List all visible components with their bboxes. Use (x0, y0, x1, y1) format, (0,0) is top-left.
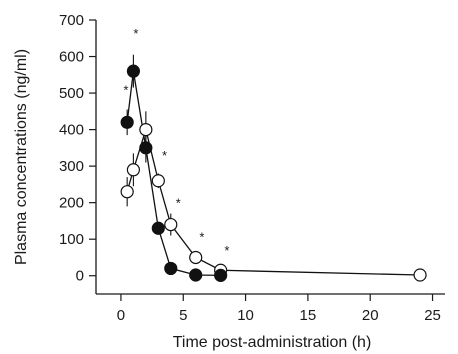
significance-asterisk: * (176, 196, 181, 211)
x-tick-label: 20 (362, 307, 379, 324)
x-axis-title: Time post-administration (h) (173, 334, 372, 351)
y-axis-title: Plasma concentrations (ng/ml) (13, 49, 30, 265)
significance-asterisk: * (133, 26, 138, 41)
error-bars (126, 54, 222, 276)
y-tick-label: 0 (76, 268, 84, 285)
filled-point (164, 261, 178, 276)
significance-asterisk: * (123, 82, 128, 97)
open-point (164, 217, 178, 232)
filled-point (120, 115, 134, 129)
x-tick-label: 15 (300, 307, 317, 324)
significance-asterisk: * (199, 229, 204, 244)
axes (95, 20, 445, 295)
significance-marks: * * * * * * (123, 26, 229, 258)
filled-point (139, 141, 153, 155)
series-line-0 (126, 71, 221, 277)
x-tick-label: 0 (117, 307, 125, 324)
significance-asterisk: * (224, 243, 229, 258)
filled-point (214, 268, 228, 282)
ticks: 0 100 200 300 400 500 600 700 0 5 10 15 20 25 (59, 12, 441, 324)
filled-point (151, 221, 165, 235)
y-tick-label: 600 (59, 49, 84, 66)
open-point (139, 123, 153, 137)
filled-point (126, 64, 140, 78)
significance-asterisk: * (162, 148, 167, 163)
y-tick-label: 100 (59, 231, 84, 248)
open-point (151, 174, 165, 188)
y-tick-label: 500 (59, 85, 84, 102)
y-tick-label: 300 (59, 158, 84, 175)
data-points (120, 64, 427, 282)
x-tick-label: 25 (424, 307, 441, 324)
filled-point (189, 268, 203, 282)
x-tick-label: 5 (179, 307, 187, 324)
x-tick-label: 10 (237, 307, 254, 324)
y-tick-label: 200 (59, 195, 84, 212)
open-point (126, 163, 140, 177)
series-lines (126, 71, 421, 277)
open-point (120, 185, 134, 199)
y-tick-label: 700 (59, 12, 84, 29)
open-point (413, 268, 427, 282)
open-point (189, 250, 203, 265)
y-tick-label: 400 (59, 122, 84, 139)
series-line-1 (126, 127, 421, 276)
